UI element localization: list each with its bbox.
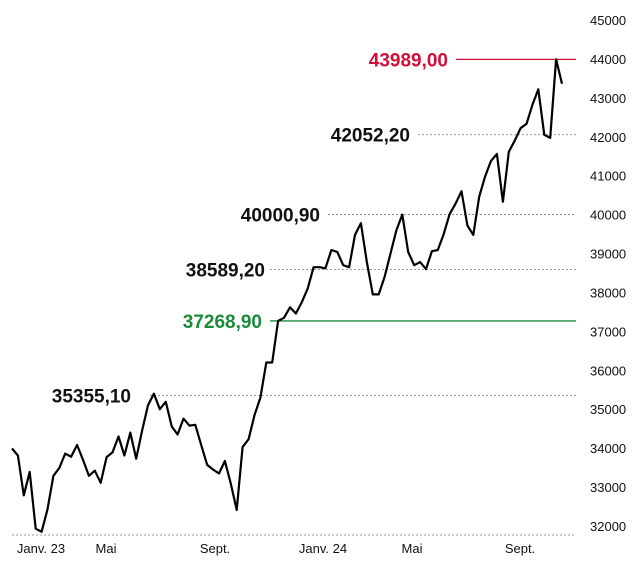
y-tick-label: 38000	[590, 285, 626, 300]
x-axis: Janv. 23 Mai Sept. Janv. 24 Mai Sept.	[17, 541, 535, 556]
series-line	[11, 58, 564, 533]
level-lines	[150, 58, 576, 396]
x-tick-label: Janv. 24	[299, 541, 347, 556]
y-tick-label: 35000	[590, 402, 626, 417]
y-tick-label: 43000	[590, 91, 626, 106]
level-label: 42052,20	[331, 126, 410, 147]
level-label: 37268,90	[183, 312, 262, 333]
x-tick-label: Mai	[96, 541, 117, 556]
y-tick-label: 44000	[590, 52, 626, 67]
level-label: 43989,00	[369, 50, 448, 71]
y-tick-label: 34000	[590, 441, 626, 456]
level-label: 35355,10	[52, 386, 131, 407]
x-tick-label: Sept.	[200, 541, 230, 556]
x-tick-label: Janv. 23	[17, 541, 65, 556]
y-tick-label: 42000	[590, 130, 626, 145]
level-labels: 43989,00 42052,20 40000,90 38589,20 37268,90…	[52, 50, 448, 407]
y-tick-label: 32000	[590, 519, 626, 534]
y-tick-label: 40000	[590, 208, 626, 223]
x-tick-label: Mai	[402, 541, 423, 556]
y-tick-label: 39000	[590, 247, 626, 262]
y-tick-label: 33000	[590, 480, 626, 495]
level-label: 40000,90	[241, 206, 320, 227]
level-label: 38589,20	[186, 261, 265, 282]
x-tick-label: Sept.	[505, 541, 535, 556]
y-axis: 45000 44000 43000 42000 41000 40000 39000 38000…	[590, 13, 626, 534]
y-tick-label: 36000	[590, 363, 626, 378]
y-tick-label: 41000	[590, 169, 626, 184]
price-series	[11, 58, 564, 533]
y-tick-label: 45000	[590, 13, 626, 28]
y-tick-label: 37000	[590, 324, 626, 339]
